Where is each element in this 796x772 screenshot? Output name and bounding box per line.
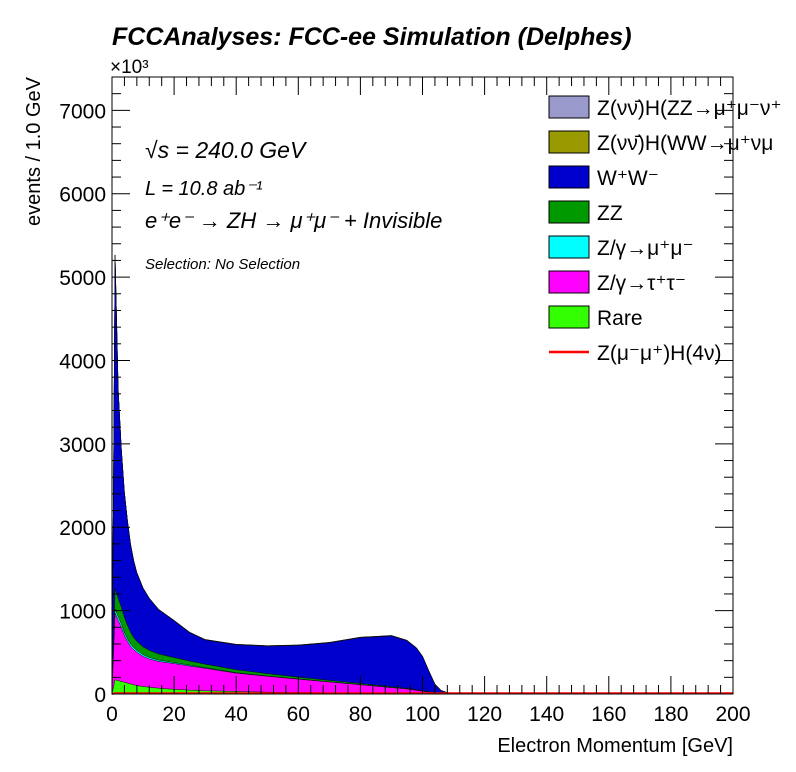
legend-swatch [548,95,590,119]
y-tick-label: 0 [94,684,106,707]
x-tick-label: 140 [529,703,564,726]
y-tick-label: 4000 [59,350,106,373]
signal-line [111,692,733,695]
legend-label: Z(νν̄)H(WW→μ⁺νμ [597,132,773,155]
selection-label: Selection: No Selection [145,256,300,273]
x-axis-title: Electron Momentum [GeV] [497,735,733,757]
x-tick-label: 80 [349,703,372,726]
x-tick-label: 200 [715,703,750,726]
x-tick-label: 20 [162,703,185,726]
legend-swatch [548,305,590,329]
y-tick-label: 2000 [59,517,106,540]
annotations: √s = 240.0 GeV L = 10.8 ab⁻¹ e⁺e⁻ → ZH →… [145,137,442,273]
y-tick-label: 7000 [59,100,106,123]
x-tick-label: 180 [653,703,688,726]
y-tick-label: 1000 [59,601,106,624]
legend-swatch [548,200,590,224]
chart-title: FCCAnalyses: FCC-ee Simulation (Delphes) [112,23,632,51]
y-axis-multiplier: ×10³ [110,57,149,78]
y-axis-title: events / 1.0 GeV [23,76,45,226]
legend-label: W⁺W⁻ [597,167,659,190]
legend-label: Z/γ→τ⁺τ⁻ [597,272,686,295]
y-tick-label: 6000 [59,184,106,207]
legend-label: Z(νν̄)H(ZZ→μ⁺μ⁻ν⁺ [597,97,782,120]
x-tick-label: 60 [287,703,310,726]
x-tick-label: 160 [591,703,626,726]
luminosity-label: L = 10.8 ab⁻¹ [145,178,263,200]
legend-swatch [548,270,590,294]
legend: Z(νν̄)H(ZZ→μ⁺μ⁻ν⁺ Z(νν̄)H(WW→μ⁺νμ W⁺W⁻ ZZ Z/… [548,95,782,365]
legend-swatch [548,130,590,154]
x-tick-label: 100 [405,703,440,726]
legend-swatch [548,235,590,259]
legend-label: ZZ [597,202,623,225]
energy-label: √s = 240.0 GeV [145,137,308,163]
x-tick-label: 0 [106,703,118,726]
process-label: e⁺e⁻ → ZH → μ⁺μ⁻ + Invisible [145,208,442,233]
legend-label: Rare [597,307,643,330]
legend-label: Z(μ⁻μ⁺)H(4ν) [597,342,722,365]
axes: 0 20 40 60 80 100 120 140 160 180 2000100020003000… [59,76,751,726]
legend-label: Z/γ→μ⁺μ⁻ [597,237,694,260]
legend-swatch [548,165,590,189]
y-tick-label: 3000 [59,434,106,457]
x-tick-label: 40 [225,703,248,726]
y-tick-label: 5000 [59,267,106,290]
signal-line-path [111,692,733,695]
x-tick-label: 120 [467,703,502,726]
